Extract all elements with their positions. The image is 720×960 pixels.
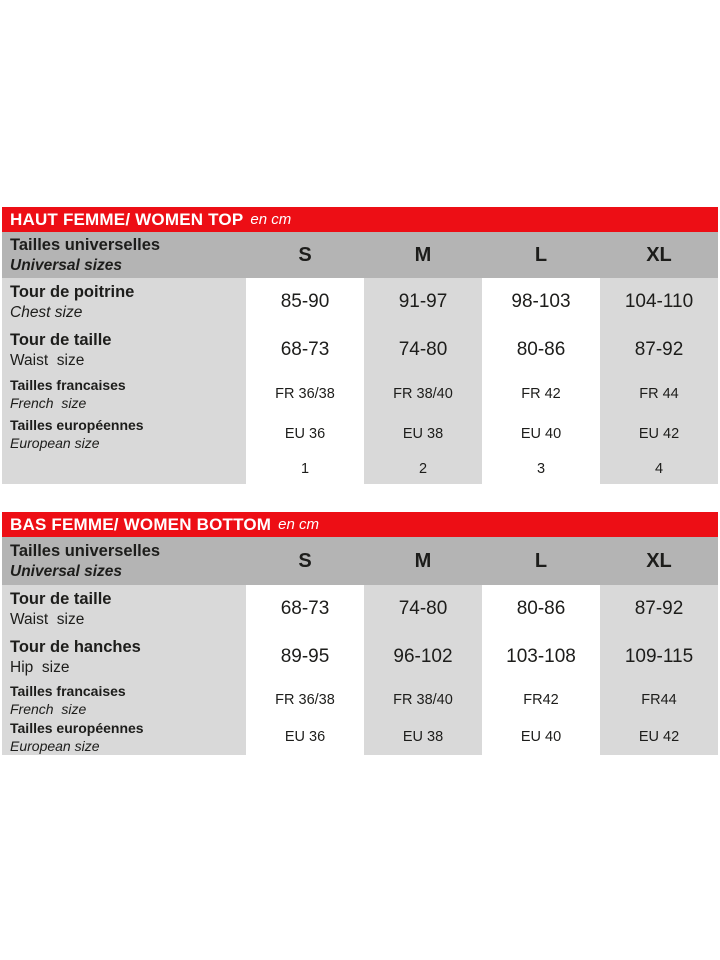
french-size-row: Tailles francaises French size FR 36/38 … — [2, 681, 718, 719]
french-size-label-cell: Tailles francaises French size — [2, 374, 246, 414]
waist-size-label-cell: Tour de taille Waist size — [2, 326, 246, 374]
row-label-fr: Tour de taille — [10, 330, 112, 349]
size-col-header-xl: XL — [646, 549, 672, 572]
european-size-label-cell: Tailles européennes European size — [2, 719, 246, 755]
numeric-size-row: 1 2 3 4 — [2, 454, 718, 484]
french-value-m: FR 38/40 — [364, 681, 482, 719]
waist-value-l: 80-86 — [482, 326, 600, 374]
chest-value-xl: 104-110 — [600, 278, 718, 326]
chest-size-label-cell: Tour de poitrine Chest size — [2, 278, 246, 326]
european-value-xl: EU 42 — [600, 719, 718, 755]
chest-value-l: 98-103 — [482, 278, 600, 326]
chest-value-m: 91-97 — [364, 278, 482, 326]
women-top-unit-label: en cm — [250, 211, 292, 228]
size-col-header-s: S — [298, 549, 312, 572]
european-size-row: Tailles européennes European size EU 36 … — [2, 719, 718, 755]
hip-size-label-cell: Tour de hanches Hip size — [2, 633, 246, 681]
european-value-s: EU 36 — [246, 719, 364, 755]
french-value-s: FR 36/38 — [246, 681, 364, 719]
universal-sizes-label-en: Universal sizes — [10, 256, 123, 274]
row-label-fr: Tailles francaises — [10, 377, 126, 393]
row-label-fr: Tailles européennes — [10, 417, 144, 433]
row-label-en: Waist size — [10, 351, 85, 369]
waist-value-m: 74-80 — [364, 585, 482, 633]
french-value-xl: FR44 — [600, 681, 718, 719]
french-value-m: FR 38/40 — [364, 374, 482, 414]
women-top-section-header: HAUT FEMME/ WOMEN TOP en cm — [2, 207, 718, 232]
european-value-xl: EU 42 — [600, 414, 718, 454]
size-col-header-xl: XL — [646, 243, 672, 266]
waist-size-row: Tour de taille Waist size 68-73 74-80 80… — [2, 326, 718, 374]
numeric-value-xl: 4 — [600, 454, 718, 484]
women-top-sizes-header-row: Tailles universelles Universal sizes S M… — [2, 232, 718, 278]
universal-sizes-label-cell: Tailles universelles Universal sizes — [2, 232, 246, 278]
women-bottom-section-title: BAS FEMME/ WOMEN BOTTOM — [10, 514, 272, 534]
french-value-xl: FR 44 — [600, 374, 718, 414]
waist-size-row: Tour de taille Waist size 68-73 74-80 80… — [2, 585, 718, 633]
row-label-fr: Tour de hanches — [10, 637, 141, 656]
size-col-header-s: S — [298, 243, 312, 266]
european-value-l: EU 40 — [482, 719, 600, 755]
chest-value-s: 85-90 — [246, 278, 364, 326]
numeric-value-l: 3 — [482, 454, 600, 484]
french-size-row: Tailles francaises French size FR 36/38 … — [2, 374, 718, 414]
size-col-header-l: L — [534, 243, 548, 266]
european-value-l: EU 40 — [482, 414, 600, 454]
hip-value-s: 89-95 — [246, 633, 364, 681]
french-value-l: FR42 — [482, 681, 600, 719]
women-bottom-sizes-header-row: Tailles universelles Universal sizes S M… — [2, 537, 718, 585]
french-size-label-cell: Tailles francaises French size — [2, 681, 246, 719]
row-label-en: French size — [10, 701, 87, 717]
row-label-en: Waist size — [10, 610, 85, 628]
row-label-fr: Tour de poitrine — [10, 282, 135, 301]
waist-value-xl: 87-92 — [600, 326, 718, 374]
european-value-m: EU 38 — [364, 719, 482, 755]
chest-size-row: Tour de poitrine Chest size 85-90 91-97 … — [2, 278, 718, 326]
hip-value-m: 96-102 — [364, 633, 482, 681]
universal-sizes-label-fr: Tailles universelles — [10, 235, 161, 254]
size-col-header-m: M — [414, 243, 432, 266]
waist-value-s: 68-73 — [246, 326, 364, 374]
waist-size-label-cell: Tour de taille Waist size — [2, 585, 246, 633]
row-label-en: European size — [10, 435, 100, 451]
french-value-l: FR 42 — [482, 374, 600, 414]
numeric-value-m: 2 — [364, 454, 482, 484]
numeric-value-s: 1 — [246, 454, 364, 484]
hip-value-xl: 109-115 — [600, 633, 718, 681]
european-value-s: EU 36 — [246, 414, 364, 454]
row-label-fr: Tailles francaises — [10, 683, 126, 699]
waist-value-xl: 87-92 — [600, 585, 718, 633]
row-label-fr: Tailles européennes — [10, 720, 144, 736]
french-value-s: FR 36/38 — [246, 374, 364, 414]
row-label-en: Chest size — [10, 303, 83, 321]
row-label-fr: Tour de taille — [10, 589, 112, 608]
women-top-size-table: HAUT FEMME/ WOMEN TOP en cm Tailles univ… — [2, 207, 718, 484]
size-col-header-m: M — [414, 549, 432, 572]
waist-value-s: 68-73 — [246, 585, 364, 633]
size-chart-page: HAUT FEMME/ WOMEN TOP en cm Tailles univ… — [2, 0, 718, 755]
row-label-en: Hip size — [10, 658, 70, 676]
waist-value-l: 80-86 — [482, 585, 600, 633]
european-size-label-cell: Tailles européennes European size — [2, 414, 246, 454]
row-label-en: European size — [10, 738, 100, 754]
waist-value-m: 74-80 — [364, 326, 482, 374]
numeric-size-label-cell — [2, 454, 246, 484]
universal-sizes-label-en: Universal sizes — [10, 562, 123, 580]
european-value-m: EU 38 — [364, 414, 482, 454]
women-bottom-size-table: BAS FEMME/ WOMEN BOTTOM en cm Tailles un… — [2, 512, 718, 755]
universal-sizes-label-cell: Tailles universelles Universal sizes — [2, 537, 246, 585]
hip-value-l: 103-108 — [482, 633, 600, 681]
european-size-row: Tailles européennes European size EU 36 … — [2, 414, 718, 454]
universal-sizes-label-fr: Tailles universelles — [10, 541, 161, 560]
women-top-section-title: HAUT FEMME/ WOMEN TOP — [10, 209, 244, 229]
size-col-header-l: L — [534, 549, 548, 572]
women-bottom-unit-label: en cm — [278, 516, 320, 533]
row-label-en: French size — [10, 395, 87, 411]
women-bottom-section-header: BAS FEMME/ WOMEN BOTTOM en cm — [2, 512, 718, 537]
hip-size-row: Tour de hanches Hip size 89-95 96-102 10… — [2, 633, 718, 681]
